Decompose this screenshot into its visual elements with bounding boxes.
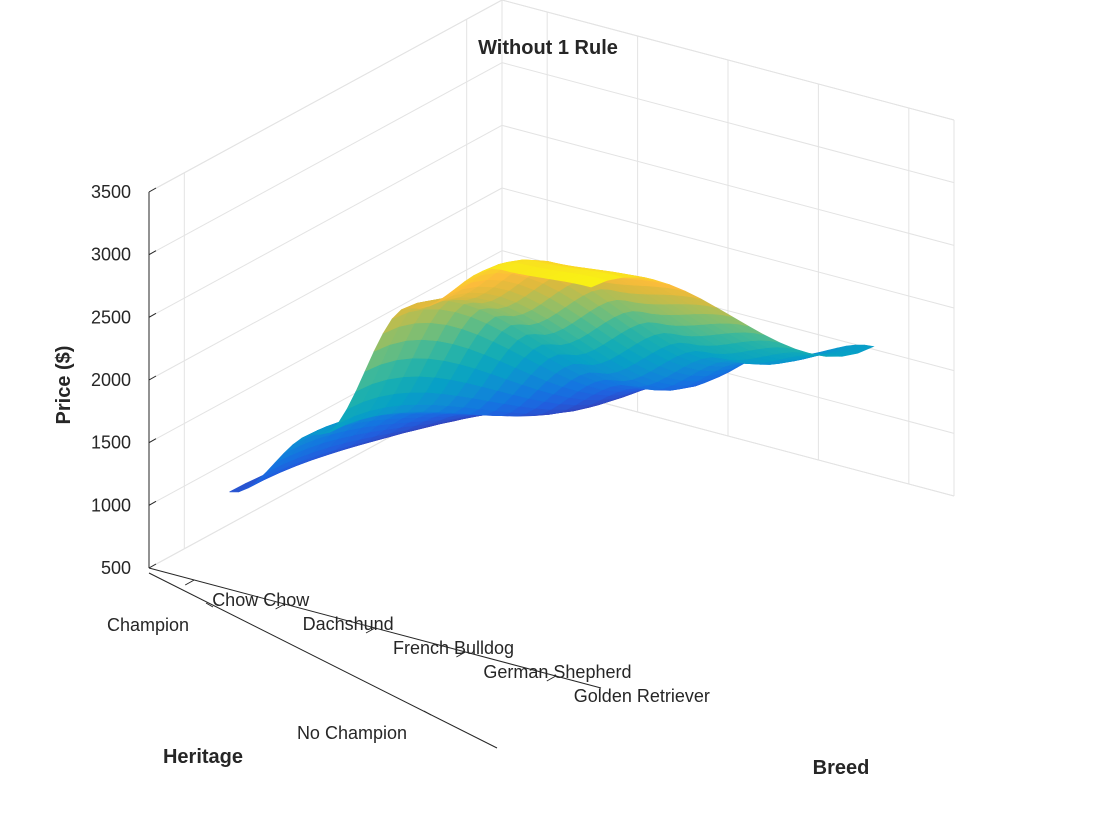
breed-tick: [365, 627, 376, 634]
z-tick: [148, 250, 157, 256]
breed-tick-label: Chow Chow: [212, 590, 310, 610]
breed-tick: [275, 603, 285, 610]
breed-tick: [184, 579, 195, 586]
z-tick-label: 500: [101, 558, 131, 578]
grid-line: [148, 124, 503, 318]
z-tick-label: 2500: [91, 307, 131, 327]
z-tick-label: 1500: [91, 433, 131, 453]
grid-line: [148, 250, 503, 444]
box-edge: [501, 0, 955, 121]
heritage-tick-label: Champion: [107, 615, 189, 635]
grid-line: [148, 62, 503, 256]
x-axis-title: Breed: [813, 757, 870, 779]
surface-layer: [229, 259, 875, 493]
z-tick: [148, 563, 157, 569]
breed-tick-label: Golden Retriever: [574, 686, 710, 706]
z-tick-label: 2000: [91, 370, 131, 390]
grid-line: [148, 187, 503, 381]
breed-tick: [546, 675, 557, 682]
breed-tick: [456, 651, 466, 658]
z-tick-label: 3000: [91, 245, 131, 265]
breed-tick-label: French Bulldog: [393, 638, 514, 658]
z-tick: [148, 187, 157, 193]
box-edge: [148, 0, 503, 193]
z-tick: [148, 438, 157, 444]
z-axis-title: Price ($): [53, 346, 75, 425]
breed-tick-label: Dachshund: [303, 614, 394, 634]
heritage-axis-line: [148, 572, 498, 749]
z-tick: [148, 500, 157, 506]
chart-title: Without 1 Rule: [478, 37, 618, 59]
heritage-tick: [423, 710, 432, 716]
axis-layer: 500 1000 1500 2000 2500 3000 3500 Chow Chow Dach…: [91, 182, 710, 749]
surface-patch: [581, 277, 608, 288]
z-tick-label: 3500: [91, 182, 131, 202]
z-tick: [148, 375, 157, 381]
heritage-tick-label: No Champion: [297, 723, 407, 743]
z-tick: [148, 312, 157, 318]
heritage-tick: [205, 602, 214, 608]
z-tick-label: 1000: [91, 495, 131, 515]
breed-tick-label: German Shepherd: [483, 662, 631, 682]
y-axis-title: Heritage: [163, 746, 243, 768]
